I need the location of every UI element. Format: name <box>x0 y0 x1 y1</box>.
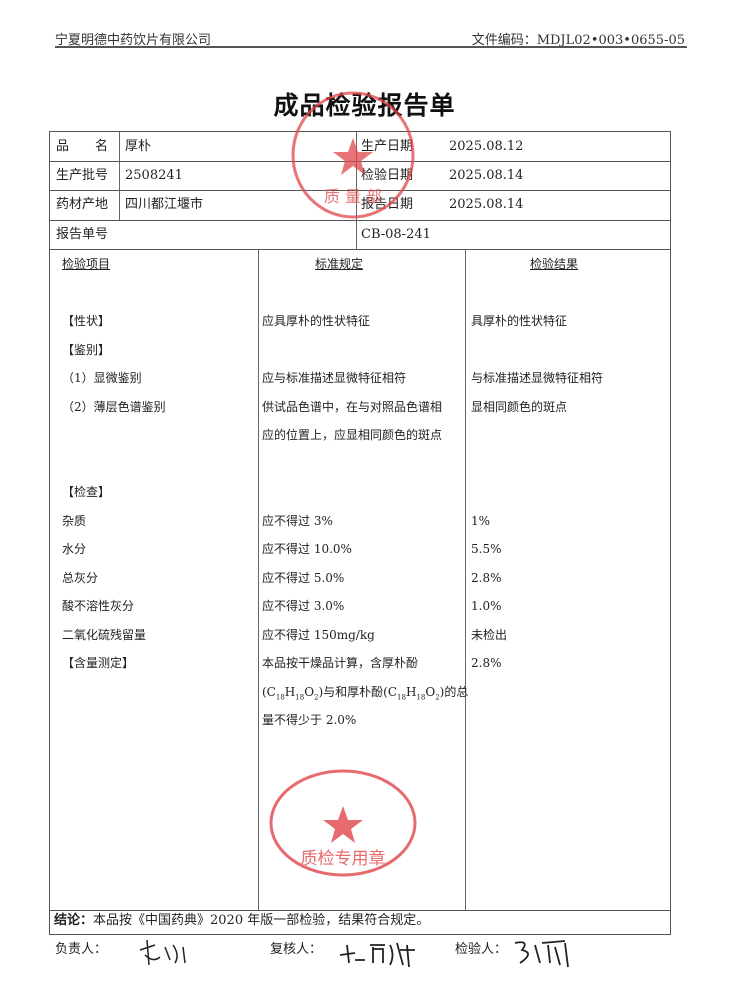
row-standard: 应不得过 3% <box>262 513 333 528</box>
report-no-label: 报告单号 <box>56 227 109 242</box>
row-result: 1% <box>471 513 491 528</box>
conclusion: 结论：本品按《中国药典》2020 年版一部检验，结果符合规定。 <box>54 913 430 928</box>
company-name: 宁夏明德中药饮片有限公司 <box>55 33 212 48</box>
row-standard: 应与标准描述显微特征相符 <box>262 371 407 385</box>
reviewer-signature <box>339 942 415 968</box>
batch-label: 生产批号 <box>56 168 109 183</box>
row-result: 2.8% <box>471 570 502 585</box>
product-label: 品 名 <box>56 139 109 154</box>
row-standard: 应具厚朴的性状特征 <box>262 314 371 328</box>
header-divider <box>55 46 687 48</box>
responsible-signature <box>139 939 186 966</box>
row-item: （2）薄层色谱鉴别 <box>62 399 166 414</box>
row-standard: 应不得过 150mg/kg <box>262 627 375 642</box>
row-item: （1）显微鉴别 <box>62 371 142 385</box>
report-table: 品 名 厚朴 生产批号 2508241 药材产地 四川都江堰市 报告单号 CB-… <box>49 131 671 935</box>
reviewer-label: 复核人： <box>270 942 323 957</box>
row-item: 杂质 <box>62 513 87 528</box>
row-standard: 供试品色谱中，在与对照品色谱相 <box>262 399 443 414</box>
inspector-label: 检验人： <box>455 942 508 957</box>
standard-formula-line: (C18H18O2)与和厚朴酚(C18H18O2)的总 <box>262 685 469 702</box>
responsible-label: 负责人： <box>55 942 108 957</box>
row-standard: 应的位置上，应显相同颜色的斑点 <box>262 428 443 442</box>
row-result: 具厚朴的性状特征 <box>471 314 568 328</box>
product-value: 厚朴 <box>125 139 152 154</box>
report-date-value: 2025.08.14 <box>449 197 524 212</box>
row-result: 显相同颜色的斑点 <box>471 399 568 414</box>
row-result: 5.5% <box>471 542 502 556</box>
quality-dept-stamp: 质 量 部 <box>291 91 415 219</box>
inspector-signature <box>514 940 569 968</box>
svg-text:质检专用章: 质检专用章 <box>301 849 386 869</box>
row-item: 【性状】 <box>62 314 111 328</box>
row-standard: 应不得过 10.0% <box>262 542 352 556</box>
row-item: 【含量测定】 <box>62 656 135 670</box>
row-standard: 本品按干燥品计算，含厚朴酚 <box>262 656 419 670</box>
row-result: 未检出 <box>471 627 508 642</box>
quality-inspection-stamp: 质检专用章 <box>269 769 417 877</box>
row-standard: 应不得过 5.0% <box>262 570 345 585</box>
origin-label: 药材产地 <box>56 197 109 212</box>
test-date-value: 2025.08.14 <box>449 168 524 183</box>
svg-text:质 量 部: 质 量 部 <box>324 187 382 206</box>
origin-value: 四川都江堰市 <box>125 197 204 212</box>
row-item: 水分 <box>62 542 87 556</box>
row-standard: 应不得过 3.0% <box>262 599 345 613</box>
row-standard: 量不得少于 2.0% <box>262 713 357 727</box>
row-item: 【检查】 <box>62 485 111 499</box>
column-header-standard: 标准规定 <box>315 257 364 271</box>
test-date-label: 检验日期 <box>361 168 414 183</box>
row-item: 【鉴别】 <box>62 342 111 357</box>
batch-value: 2508241 <box>125 168 183 183</box>
row-item: 二氧化硫残留量 <box>62 627 147 642</box>
document-code: 文件编码：MDJL02•003•0655-05 <box>471 33 685 48</box>
prod-date-label: 生产日期 <box>361 139 414 154</box>
row-result: 1.0% <box>471 599 502 613</box>
prod-date-value: 2025.08.12 <box>449 139 524 154</box>
row-result: 与标准描述显微特征相符 <box>471 371 604 385</box>
report-no-value: CB-08-241 <box>361 227 431 242</box>
page-title: 成品检验报告单 <box>273 91 456 120</box>
column-header-result: 检验结果 <box>530 257 579 271</box>
column-header-item: 检验项目 <box>62 257 111 271</box>
row-item: 总灰分 <box>62 570 99 585</box>
row-item: 酸不溶性灰分 <box>62 599 135 613</box>
row-result: 2.8% <box>471 656 502 670</box>
